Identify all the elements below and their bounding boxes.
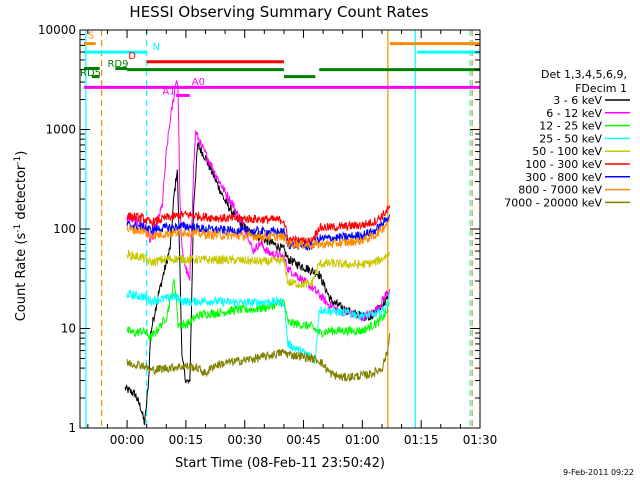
legend-header-line-2: FDecim 1 xyxy=(575,82,627,95)
x-tick-label: 01:15 xyxy=(404,433,439,447)
series-line-3-6-kev xyxy=(124,141,389,426)
series-layer xyxy=(124,80,391,426)
x-tick-label: 00:15 xyxy=(169,433,204,447)
x-axis-label: Start Time (08-Feb-11 23:50:42) xyxy=(175,456,385,471)
y-tick-label: 1 xyxy=(68,421,76,435)
x-tick-label: 01:30 xyxy=(463,433,498,447)
timestamp: 9-Feb-2011 09:22 xyxy=(563,468,634,477)
legend-label-7000-20000-kev: 7000 - 20000 keV xyxy=(504,196,602,209)
flag-label-rd5: RD5 xyxy=(80,68,101,79)
legend-label-12-25-kev: 12 - 25 keV xyxy=(539,120,602,133)
x-tick-label: 00:45 xyxy=(286,433,321,447)
legend-label-25-50-kev: 25 - 50 keV xyxy=(539,132,602,145)
series-line-50-100-kev xyxy=(126,249,390,289)
x-axis: 00:00 00:15 00:30 00:45 01:00 01:15 01:30 xyxy=(87,30,498,447)
flag-label-d: D xyxy=(128,51,136,62)
flag-label-s: S xyxy=(88,31,94,42)
y-tick-label: 10 xyxy=(61,322,76,336)
legend-header-line-1: Det 1,3,4,5,6,9, xyxy=(541,68,627,81)
series-line-7000-20000-kev xyxy=(126,333,391,382)
series-line-6-12-kev xyxy=(126,80,391,323)
series-line-100-300-kev xyxy=(126,205,391,247)
flag-label-a1: A1 xyxy=(162,86,175,97)
legend-label-800-7000-kev: 800 - 7000 keV xyxy=(518,184,602,197)
y-tick-label: 10000 xyxy=(38,23,76,37)
flag-label-rd9: RD9 xyxy=(107,59,128,70)
flag-label-a0: A0 xyxy=(192,77,205,88)
x-tick-label: 01:00 xyxy=(345,433,380,447)
legend-label-6-12-kev: 6 - 12 keV xyxy=(546,107,602,120)
legend-label-3-6-kev: 3 - 6 keV xyxy=(553,94,602,107)
series-line-300-800-kev xyxy=(126,214,391,252)
x-tick-label: 00:00 xyxy=(110,433,145,447)
legend-label-300-800-kev: 300 - 800 keV xyxy=(525,171,602,184)
y-tick-label: 1000 xyxy=(45,123,76,137)
chart-title: HESSI Observing Summary Count Rates xyxy=(129,3,428,21)
attenuator-vertical-lines xyxy=(85,30,473,428)
y-axis: 1 10 100 1000 10000 xyxy=(38,23,480,435)
y-axis-label: Count Rate (s-1 detector-1) xyxy=(13,151,29,322)
series-line-12-25-kev xyxy=(126,278,390,342)
legend-label-100-300-kev: 100 - 300 keV xyxy=(525,158,602,171)
series-line-25-50-kev xyxy=(126,289,391,364)
x-tick-label: 00:30 xyxy=(227,433,262,447)
y-tick-label: 100 xyxy=(53,222,76,236)
series-line-800-7000-kev xyxy=(126,217,391,250)
flag-label-n: N xyxy=(153,42,160,53)
legend-label-50-100-kev: 50 - 100 keV xyxy=(532,145,602,158)
